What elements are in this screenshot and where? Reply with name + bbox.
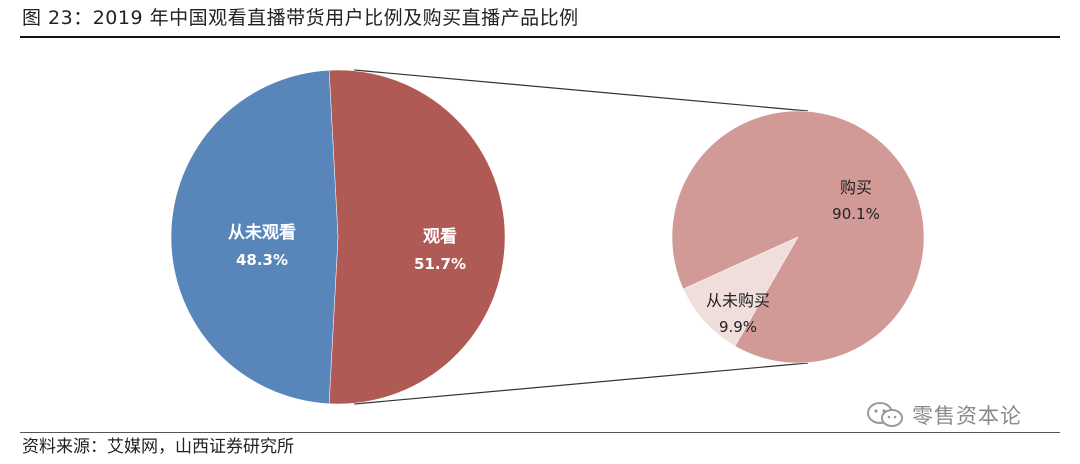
source-rule: [20, 432, 1060, 433]
wechat-icon: [867, 402, 903, 427]
slice-label-never-bought: 从未购买: [706, 291, 770, 310]
slice-value-watched: 51.7%: [414, 255, 466, 273]
connector-bottom: [353, 362, 809, 405]
slice-never-watched: [170, 69, 339, 405]
slice-watched: [328, 69, 506, 405]
slice-value-never-bought: 9.9%: [719, 318, 757, 336]
slice-never-bought: [682, 236, 799, 347]
slice-label-never-watched: 从未观看: [228, 222, 296, 243]
connector-lines: [353, 69, 809, 405]
watermark: 零售资本论: [866, 400, 1022, 430]
connector-top: [353, 69, 809, 112]
slice-value-never-watched: 48.3%: [236, 251, 288, 269]
figure-title: 图 23：2019 年中国观看直播带货用户比例及购买直播产品比例: [22, 7, 579, 29]
title-rule: [20, 36, 1060, 38]
slice-label-bought: 购买: [840, 178, 872, 197]
slice-label-watched: 观看: [422, 226, 457, 247]
slice-value-bought: 90.1%: [832, 205, 880, 223]
watermark-text: 零售资本论: [912, 404, 1022, 428]
source-note: 资料来源：艾媒网，山西证券研究所: [22, 437, 294, 457]
sub-pie: [671, 110, 925, 364]
main-pie: [170, 69, 506, 405]
